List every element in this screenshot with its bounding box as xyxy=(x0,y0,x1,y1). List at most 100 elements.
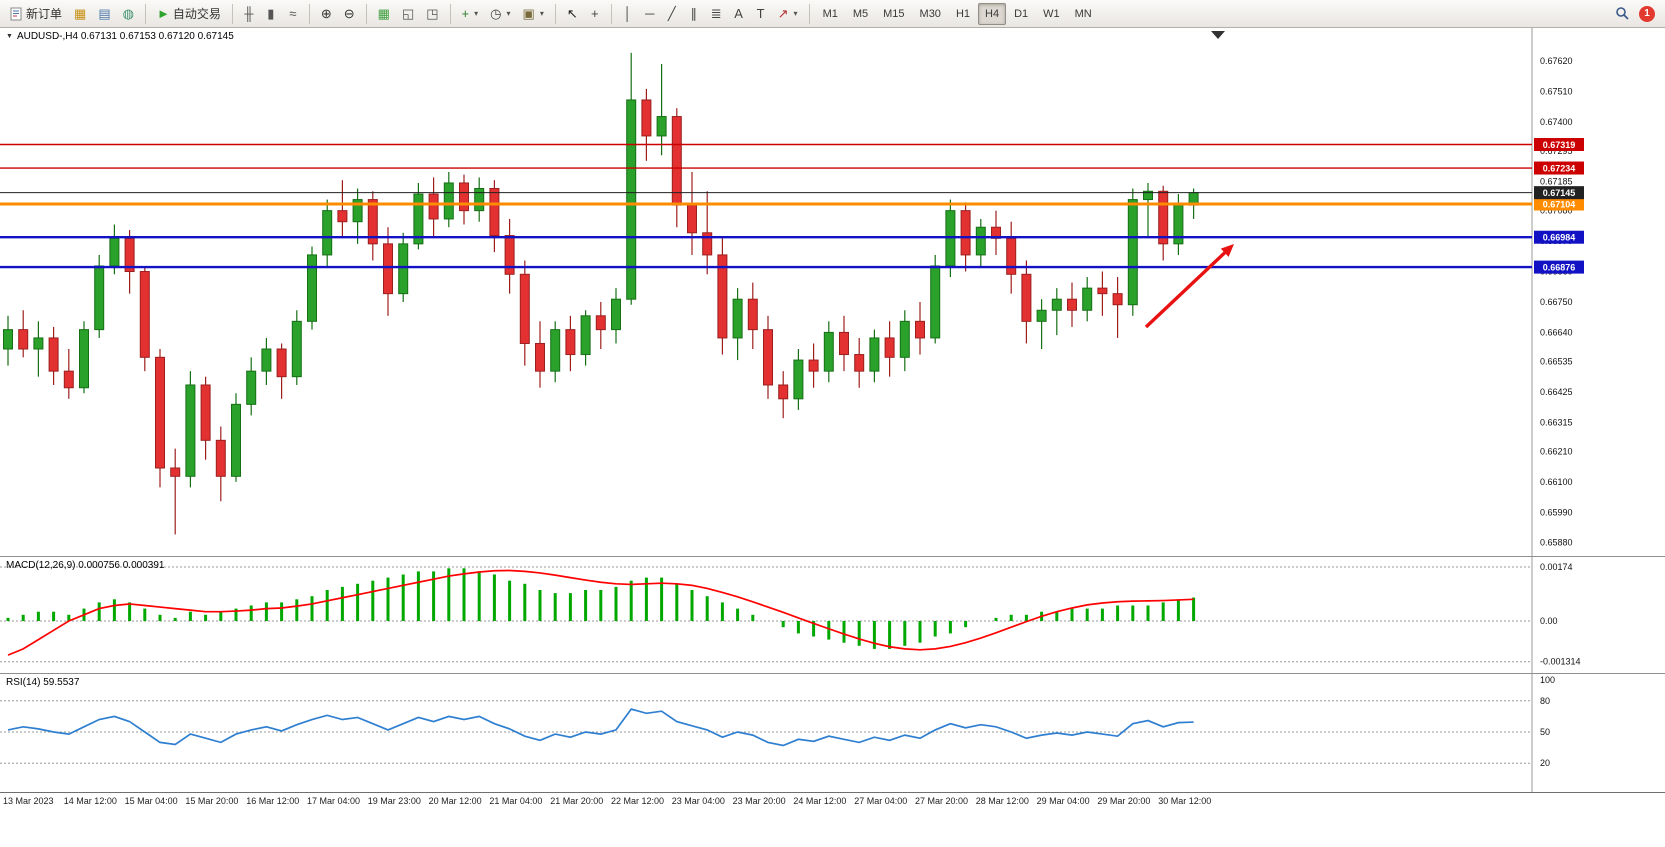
svg-text:0.67620: 0.67620 xyxy=(1540,56,1573,66)
macd-panel: MACD(12,26,9) 0.000756 0.000391 0.00174 0… xyxy=(0,556,1665,673)
time-axis-label: 21 Mar 04:00 xyxy=(489,796,543,806)
time-axis-label: 30 Mar 12:00 xyxy=(1158,796,1212,806)
svg-text:0.66750: 0.66750 xyxy=(1540,297,1573,307)
svg-text:80: 80 xyxy=(1540,696,1550,706)
trendline-icon: ╱ xyxy=(667,6,676,21)
price-axis-labels: 0.67620 0.67510 0.67400 0.67295 0.67185 0.670… xyxy=(1540,56,1573,548)
autotrading-button[interactable]: ► 自动交易 xyxy=(152,3,226,25)
macd-histogram xyxy=(6,568,1196,649)
svg-text:0.67400: 0.67400 xyxy=(1540,117,1573,127)
timeframe-d1[interactable]: D1 xyxy=(1014,7,1029,20)
search-button[interactable] xyxy=(1610,3,1635,25)
timeframe-m30[interactable]: M30 xyxy=(919,7,941,20)
line-chart-icon[interactable]: ≈ xyxy=(283,3,303,25)
data-window-icon: ▤ xyxy=(98,6,111,21)
svg-text:0.66876: 0.66876 xyxy=(1543,263,1576,273)
svg-text:0.65990: 0.65990 xyxy=(1540,507,1573,517)
timeframe-m1[interactable]: M1 xyxy=(822,7,838,20)
rsi-line xyxy=(7,708,1194,747)
candlestick-chart-icon: ▮ xyxy=(267,6,275,21)
timeframe-m5[interactable]: M5 xyxy=(852,7,869,20)
indicators-button: + xyxy=(461,6,470,21)
macd-signal-line xyxy=(7,569,1194,656)
crosshair-icon: + xyxy=(590,6,599,21)
text-icon[interactable]: A xyxy=(729,3,749,25)
vertical-line-icon: │ xyxy=(623,6,632,21)
rsi-chart[interactable]: 100 80 50 20 xyxy=(0,674,1665,792)
notification-badge[interactable]: 1 xyxy=(1639,5,1655,22)
zoom-out-icon[interactable]: ⊖ xyxy=(339,3,360,25)
arrows-tool-icon[interactable]: ↗ xyxy=(773,3,803,25)
market-watch-icon: ▦ xyxy=(74,6,87,21)
time-axis-label: 24 Mar 12:00 xyxy=(793,796,847,806)
toolbar-separator xyxy=(449,3,451,24)
svg-text:0.67104: 0.67104 xyxy=(1543,200,1576,210)
chart-shift-marker xyxy=(1211,31,1225,39)
time-axis-label: 13 Mar 2023 xyxy=(3,796,54,806)
time-axis-label: 27 Mar 20:00 xyxy=(915,796,969,806)
macd-chart[interactable]: 0.00174 0.00 -0.001314 xyxy=(0,557,1665,673)
navigator-icon[interactable]: ◍ xyxy=(118,3,139,25)
horizontal-line-icon: ─ xyxy=(645,6,655,21)
toolbar-separator xyxy=(554,3,556,24)
search-icon xyxy=(1616,7,1629,20)
templates-button[interactable]: ▣ xyxy=(518,3,549,25)
toolbar-separator xyxy=(231,3,233,24)
timeframe-mn[interactable]: MN xyxy=(1074,7,1092,20)
trendline-icon[interactable]: ╱ xyxy=(662,3,682,25)
tile-windows-icon[interactable]: ▦ xyxy=(373,3,395,25)
candlestick-chart[interactable]: 0.67620 0.67510 0.67400 0.67295 0.67185 0.670… xyxy=(0,28,1665,556)
fibonacci-icon[interactable]: ≣ xyxy=(706,3,727,25)
svg-text:0.00: 0.00 xyxy=(1540,616,1558,626)
rsi-panel: RSI(14) 59.5537 100 80 50 20 xyxy=(0,673,1665,792)
svg-text:0.66210: 0.66210 xyxy=(1540,446,1573,456)
arrange-windows-icon[interactable]: ◳ xyxy=(421,3,443,25)
cascade-windows-icon[interactable]: ◱ xyxy=(397,3,419,25)
new-order-button[interactable]: 新订单 xyxy=(4,3,67,25)
bar-chart-icon: ╫ xyxy=(244,6,254,21)
candlestick-chart-icon[interactable]: ▮ xyxy=(261,3,281,25)
label-icon[interactable]: T xyxy=(751,3,771,25)
svg-text:0.67295: 0.67295 xyxy=(1540,146,1573,156)
channel-icon[interactable]: ∥ xyxy=(684,3,704,25)
time-axis-label: 23 Mar 04:00 xyxy=(671,796,725,806)
time-axis-label: 23 Mar 20:00 xyxy=(732,796,786,806)
text-icon: A xyxy=(734,6,743,21)
svg-text:0.66315: 0.66315 xyxy=(1540,417,1573,427)
navigator-icon: ◍ xyxy=(122,6,134,21)
timeframe-h4[interactable]: H4 xyxy=(978,2,1007,25)
bar-chart-icon[interactable]: ╫ xyxy=(239,3,259,25)
trend-arrow-annotation[interactable] xyxy=(1144,244,1234,329)
svg-text:20: 20 xyxy=(1540,758,1550,768)
cursor-icon: ↖ xyxy=(566,6,578,21)
vertical-line-icon[interactable]: │ xyxy=(618,3,638,25)
channel-icon: ∥ xyxy=(690,6,697,21)
timeframe-h1[interactable]: H1 xyxy=(955,7,970,20)
cursor-icon[interactable]: ↖ xyxy=(562,3,583,25)
autotrading-label: 自动交易 xyxy=(172,7,221,21)
time-axis-label: 19 Mar 23:00 xyxy=(367,796,421,806)
label-icon: T xyxy=(756,6,765,21)
time-axis[interactable]: 13 Mar 2023 14 Mar 12:00 15 Mar 04:00 15 Ma… xyxy=(0,792,1665,810)
market-watch-icon[interactable]: ▦ xyxy=(69,3,91,25)
time-axis-label: 16 Mar 12:00 xyxy=(246,796,300,806)
timeframe-m15[interactable]: M15 xyxy=(883,7,905,20)
new-order-label: 新订单 xyxy=(26,7,63,21)
indicators-button[interactable]: + xyxy=(457,3,484,25)
candles xyxy=(3,52,1199,535)
svg-text:0.67319: 0.67319 xyxy=(1543,140,1576,150)
tile-windows-icon: ▦ xyxy=(377,6,390,21)
crosshair-icon[interactable]: + xyxy=(585,3,605,25)
horizontal-line-icon[interactable]: ─ xyxy=(640,3,660,25)
svg-text:-0.001314: -0.001314 xyxy=(1540,657,1581,667)
periods-button[interactable]: ◷ xyxy=(485,3,515,25)
timeframe-w1[interactable]: W1 xyxy=(1043,7,1060,20)
zoom-in-icon[interactable]: ⊕ xyxy=(316,3,337,25)
data-window-icon[interactable]: ▤ xyxy=(93,3,115,25)
time-axis-label: 28 Mar 12:00 xyxy=(975,796,1029,806)
time-axis-label: 20 Mar 12:00 xyxy=(428,796,482,806)
svg-text:0.67185: 0.67185 xyxy=(1540,177,1573,187)
horizontal-lines[interactable] xyxy=(0,143,1532,269)
price-tags: 0.67319 0.67234 0.67104 0.66984 0.66876 0.671… xyxy=(1534,138,1584,274)
svg-text:0.66984: 0.66984 xyxy=(1543,233,1576,243)
